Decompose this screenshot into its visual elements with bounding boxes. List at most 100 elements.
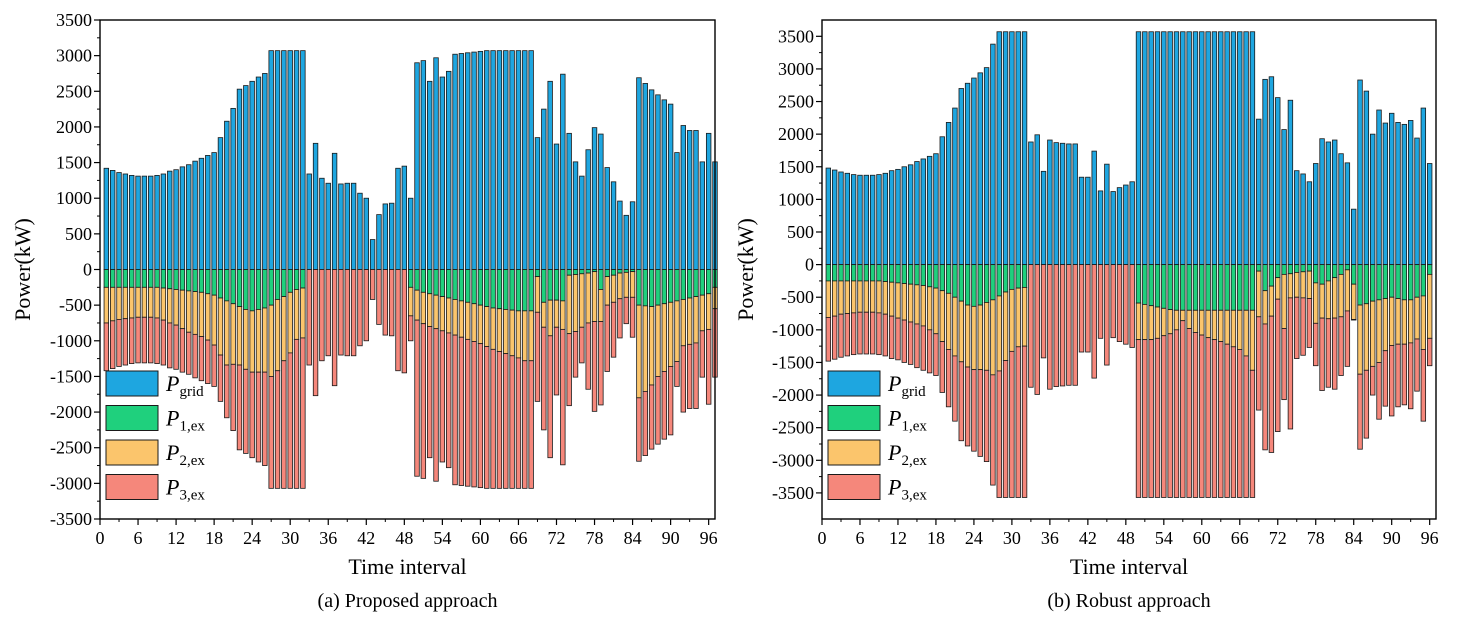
bar-p2-56	[452, 299, 458, 336]
bar-p1-49	[407, 269, 414, 288]
x-tick-label: 54	[1155, 528, 1173, 548]
bar-p3-21	[952, 355, 958, 422]
bar-p1-83	[623, 269, 629, 273]
legend-label-p1: P1,ex	[887, 406, 927, 435]
bar-p1-63	[1218, 264, 1224, 311]
bar-p2-87	[1370, 300, 1376, 367]
bar-p1-81	[1332, 264, 1338, 279]
bar-p2-60	[477, 304, 484, 345]
bar-pgrid-91	[674, 152, 680, 270]
bar-p1-82	[617, 269, 623, 274]
bar-p2-78	[591, 271, 598, 322]
bar-pgrid-85	[636, 77, 642, 270]
bar-p3-96	[1426, 337, 1433, 367]
bar-p1-76	[1300, 264, 1306, 273]
bar-p2-75	[1294, 272, 1300, 298]
y-tick-label: 2500	[778, 92, 814, 112]
bar-pgrid-89	[1382, 122, 1389, 266]
bar-p3-60	[477, 343, 484, 489]
bar-p2-80	[604, 276, 610, 306]
bar-p2-14	[186, 290, 192, 333]
bar-p2-17	[205, 293, 211, 341]
bar-p3-61	[1205, 337, 1211, 498]
bar-pgrid-88	[655, 94, 661, 270]
bar-p1-67	[1243, 264, 1249, 311]
bar-p1-11	[888, 264, 895, 283]
y-tick-label: -1500	[772, 352, 814, 372]
bar-pgrid-75	[1294, 170, 1300, 266]
bar-pgrid-2	[110, 170, 116, 270]
bar-p2-30	[1009, 288, 1015, 352]
bar-p2-92	[1401, 299, 1408, 345]
bar-p3-23	[964, 366, 971, 447]
bar-pgrid-23	[243, 85, 249, 270]
bar-pgrid-15	[914, 161, 920, 266]
bar-pgrid-3	[838, 171, 844, 265]
x-tick-label: 72	[1269, 528, 1287, 548]
bar-p1-6	[135, 269, 141, 288]
bar-p2-6	[135, 286, 141, 318]
bar-p1-23	[243, 269, 249, 310]
bar-pgrid-22	[236, 88, 243, 270]
bar-p3-80	[1325, 318, 1332, 388]
bar-pgrid-70	[541, 108, 547, 270]
y-tick-label: 1000	[56, 188, 92, 208]
bar-p3-48	[1123, 264, 1129, 345]
bar-p3-60	[1199, 334, 1205, 498]
bar-p1-51	[420, 269, 427, 293]
bar-p3-87	[648, 384, 655, 450]
bar-p1-22	[958, 264, 964, 302]
bar-p1-93	[1408, 264, 1414, 301]
bar-p1-2	[110, 269, 116, 288]
bar-p1-53	[1154, 264, 1161, 308]
y-tick-label: -1500	[50, 366, 92, 386]
legend-label-grid: Pgrid	[165, 371, 204, 400]
bar-pgrid-74	[1287, 99, 1294, 266]
bar-p2-93	[686, 297, 693, 345]
bar-p2-11	[167, 288, 173, 324]
bar-p3-46	[1110, 264, 1116, 339]
bar-pgrid-52	[1148, 31, 1154, 266]
y-tick-label: -500	[59, 295, 92, 315]
bar-pgrid-27	[990, 43, 996, 266]
bar-p2-32	[300, 287, 306, 339]
bar-pgrid-48	[401, 165, 408, 270]
bar-p1-8	[148, 269, 154, 288]
bar-pgrid-27	[268, 50, 274, 270]
plot-frame	[821, 19, 1437, 520]
bar-p3-19	[939, 341, 945, 393]
bar-p3-76	[579, 326, 585, 364]
bar-p2-13	[179, 289, 186, 330]
bar-pgrid-31	[293, 50, 300, 270]
bar-p3-59	[471, 341, 477, 488]
bar-p3-90	[667, 366, 674, 436]
bar-p1-28	[274, 269, 281, 300]
bar-pgrid-68	[528, 50, 534, 270]
bar-p1-92	[1401, 264, 1408, 301]
y-tick-label: -1000	[50, 331, 92, 351]
bar-p1-77	[1306, 264, 1313, 272]
bar-p2-69	[1256, 270, 1262, 318]
y-tick-label: -2500	[50, 438, 92, 458]
bar-pgrid-81	[1332, 139, 1338, 266]
bar-pgrid-25	[977, 72, 983, 266]
bar-p2-6	[857, 280, 863, 313]
bar-pgrid-82	[617, 200, 623, 270]
bar-p3-61	[484, 346, 490, 489]
bar-p1-10	[882, 264, 888, 282]
bar-p2-58	[1186, 309, 1192, 329]
bar-p3-39	[344, 269, 350, 357]
bar-p3-79	[1319, 317, 1325, 391]
x-tick-label: 42	[357, 528, 375, 548]
bars	[825, 31, 1433, 498]
bar-p2-31	[1015, 287, 1021, 348]
bar-p2-74	[566, 274, 572, 335]
x-tick-label: 12	[167, 528, 185, 548]
bar-p3-85	[1357, 373, 1363, 450]
legend: Pgrid P1,ex P2,ex P3,ex	[827, 370, 927, 504]
bar-p1-32	[1021, 264, 1028, 288]
bar-p1-11	[167, 269, 173, 290]
bar-pgrid-40	[350, 182, 357, 270]
bar-p3-23	[243, 368, 249, 454]
bar-p3-73	[560, 328, 566, 466]
